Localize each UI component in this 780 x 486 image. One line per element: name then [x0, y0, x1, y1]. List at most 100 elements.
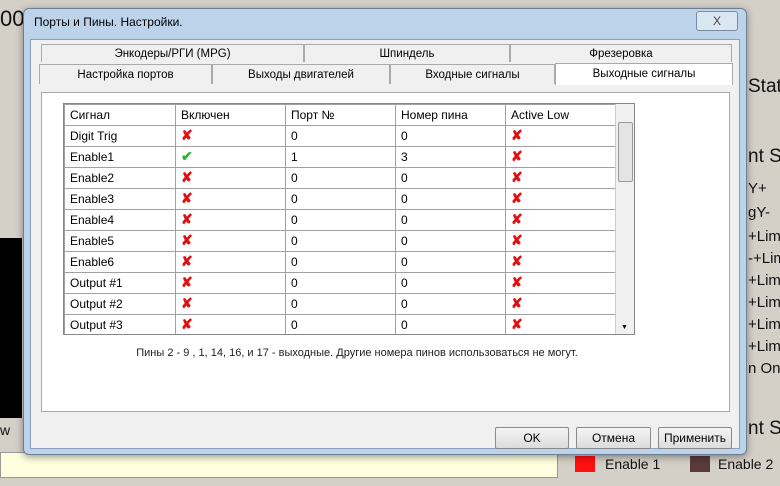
- close-button[interactable]: X: [696, 11, 738, 31]
- scrollbar-thumb[interactable]: [618, 122, 633, 182]
- tab-milling[interactable]: Фрезеровка: [510, 44, 732, 62]
- pin-cell[interactable]: 0: [395, 167, 506, 189]
- x-icon: ✘: [181, 190, 193, 206]
- x-icon: ✘: [511, 295, 523, 311]
- table-row[interactable]: Enable4 ✘ 0 0 ✘: [64, 209, 616, 231]
- table-row[interactable]: Output #2 ✘ 0 0 ✘: [64, 293, 616, 315]
- enabled-cell[interactable]: ✔: [175, 146, 286, 168]
- pin-cell[interactable]: 0: [395, 188, 506, 210]
- tab-motor-outputs[interactable]: Выходы двигателей: [212, 64, 390, 84]
- enabled-cell[interactable]: ✘: [175, 230, 286, 252]
- scroll-down-arrow-icon[interactable]: ▼: [621, 323, 628, 331]
- x-icon: ✘: [511, 148, 523, 164]
- pin-cell[interactable]: 0: [395, 314, 506, 334]
- col-pin[interactable]: Номер пина: [395, 104, 506, 126]
- x-icon: ✘: [181, 127, 193, 143]
- pin-cell[interactable]: 0: [395, 272, 506, 294]
- active-low-cell[interactable]: ✘: [505, 230, 616, 252]
- x-icon: ✘: [511, 232, 523, 248]
- bg-right-label: Stat: [748, 76, 780, 97]
- signal-cell[interactable]: Output #3: [64, 314, 176, 334]
- pin-cell[interactable]: 0: [395, 251, 506, 273]
- port-cell[interactable]: 0: [285, 272, 396, 294]
- cancel-button[interactable]: Отмена: [576, 427, 651, 449]
- active-low-cell[interactable]: ✘: [505, 188, 616, 210]
- signal-cell[interactable]: Output #1: [64, 272, 176, 294]
- check-icon: ✔: [181, 148, 193, 164]
- pin-cell[interactable]: 0: [395, 209, 506, 231]
- col-active-low[interactable]: Active Low: [505, 104, 616, 126]
- table-scrollbar[interactable]: ▼: [615, 104, 634, 334]
- signal-cell[interactable]: Output #2: [64, 293, 176, 315]
- active-low-cell[interactable]: ✘: [505, 293, 616, 315]
- pins-note: Пины 2 - 9 , 1, 14, 16, и 17 - выходные.…: [136, 347, 578, 359]
- table-row[interactable]: Enable1 ✔ 1 3 ✘: [64, 146, 616, 168]
- enabled-cell[interactable]: ✘: [175, 314, 286, 334]
- bg-left-button[interactable]: w: [0, 422, 11, 438]
- ports-pins-dialog: Порты и Пины. Настройки. X Энкодеры/РГИ …: [23, 8, 747, 455]
- port-cell[interactable]: 0: [285, 314, 396, 334]
- bg-dro-fragment: 00: [0, 6, 25, 31]
- pin-cell[interactable]: 0: [395, 125, 506, 147]
- port-cell[interactable]: 0: [285, 125, 396, 147]
- bg-right-label: gY-: [748, 204, 770, 221]
- table-row[interactable]: Enable5 ✘ 0 0 ✘: [64, 230, 616, 252]
- table-row[interactable]: Output #1 ✘ 0 0 ✘: [64, 272, 616, 294]
- active-low-cell[interactable]: ✘: [505, 251, 616, 273]
- tab-output-signals[interactable]: Выходные сигналы: [555, 63, 733, 85]
- signal-cell[interactable]: Enable4: [64, 209, 176, 231]
- enabled-cell[interactable]: ✘: [175, 125, 286, 147]
- enabled-cell[interactable]: ✘: [175, 293, 286, 315]
- enabled-cell[interactable]: ✘: [175, 272, 286, 294]
- led-enable-1: [575, 456, 595, 472]
- pin-cell[interactable]: 3: [395, 146, 506, 168]
- pin-cell[interactable]: 0: [395, 293, 506, 315]
- port-cell[interactable]: 1: [285, 146, 396, 168]
- x-icon: ✘: [511, 274, 523, 290]
- active-low-cell[interactable]: ✘: [505, 125, 616, 147]
- table-row[interactable]: Enable6 ✘ 0 0 ✘: [64, 251, 616, 273]
- bg-right-label: +Lim: [748, 316, 780, 333]
- signal-cell[interactable]: Enable2: [64, 167, 176, 189]
- table-row[interactable]: Enable2 ✘ 0 0 ✘: [64, 167, 616, 189]
- port-cell[interactable]: 0: [285, 188, 396, 210]
- active-low-cell[interactable]: ✘: [505, 146, 616, 168]
- tab-input-signals[interactable]: Входные сигналы: [390, 64, 555, 84]
- table-row[interactable]: Enable3 ✘ 0 0 ✘: [64, 188, 616, 210]
- signals-table: Сигнал Включен Порт № Номер пина Active …: [64, 104, 616, 334]
- port-cell[interactable]: 0: [285, 167, 396, 189]
- tab-panel: Сигнал Включен Порт № Номер пина Active …: [41, 92, 730, 412]
- ok-button[interactable]: OK: [495, 427, 569, 449]
- x-icon: ✘: [181, 295, 193, 311]
- col-port[interactable]: Порт №: [285, 104, 396, 126]
- x-icon: ✘: [511, 316, 523, 332]
- port-cell[interactable]: 0: [285, 251, 396, 273]
- port-cell[interactable]: 0: [285, 230, 396, 252]
- tab-spindle[interactable]: Шпиндель: [304, 44, 510, 62]
- active-low-cell[interactable]: ✘: [505, 314, 616, 334]
- table-row[interactable]: Output #3 ✘ 0 0 ✘: [64, 314, 616, 334]
- signal-cell[interactable]: Enable1: [64, 146, 176, 168]
- active-low-cell[interactable]: ✘: [505, 167, 616, 189]
- x-icon: ✘: [181, 253, 193, 269]
- col-signal[interactable]: Сигнал: [64, 104, 176, 126]
- tab-encoders[interactable]: Энкодеры/РГИ (MPG): [41, 44, 304, 62]
- table-row[interactable]: Digit Trig ✘ 0 0 ✘: [64, 125, 616, 147]
- signal-cell[interactable]: Enable3: [64, 188, 176, 210]
- signal-cell[interactable]: Digit Trig: [64, 125, 176, 147]
- signal-cell[interactable]: Enable6: [64, 251, 176, 273]
- enabled-cell[interactable]: ✘: [175, 209, 286, 231]
- enabled-cell[interactable]: ✘: [175, 188, 286, 210]
- pin-cell[interactable]: 0: [395, 230, 506, 252]
- signal-cell[interactable]: Enable5: [64, 230, 176, 252]
- bg-yellow-bar: [0, 452, 558, 478]
- port-cell[interactable]: 0: [285, 209, 396, 231]
- enabled-cell[interactable]: ✘: [175, 167, 286, 189]
- enabled-cell[interactable]: ✘: [175, 251, 286, 273]
- port-cell[interactable]: 0: [285, 293, 396, 315]
- col-enabled[interactable]: Включен: [175, 104, 286, 126]
- apply-button[interactable]: Применить: [658, 427, 732, 449]
- active-low-cell[interactable]: ✘: [505, 272, 616, 294]
- active-low-cell[interactable]: ✘: [505, 209, 616, 231]
- tab-port-setup[interactable]: Настройка портов: [39, 64, 212, 84]
